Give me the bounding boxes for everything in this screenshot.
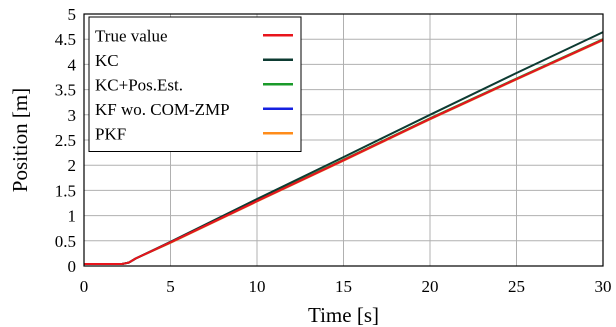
x-tick-label: 25	[508, 277, 525, 296]
series-line-true-value	[84, 38, 604, 265]
x-tick-label: 15	[335, 277, 352, 296]
y-tick-label: 2	[68, 156, 77, 175]
y-tick-label: 5	[68, 5, 77, 24]
y-tick-label: 4.5	[55, 30, 76, 49]
y-tick-label: 3.5	[55, 81, 76, 100]
legend-label: PKF	[95, 124, 126, 143]
y-tick-label: 4	[68, 55, 77, 74]
legend-label: KC	[95, 51, 119, 70]
x-tick-label: 10	[249, 277, 266, 296]
legend-label: KF wo. COM-ZMP	[95, 100, 230, 119]
x-axis-label: Time [s]	[308, 303, 379, 327]
y-tick-label: 3	[68, 106, 77, 125]
y-tick-label: 0.5	[55, 232, 76, 251]
series-lines	[84, 31, 604, 265]
legend: True value KC KC+Pos.Est. KF wo. COM-ZMP PKF	[88, 16, 302, 152]
tick-labels: 0 5 10 15 20 25 30 0 0.5 1 1.5 2 2.5 3 3.5 4 4.5 5	[55, 5, 612, 296]
legend-label: True value	[95, 26, 168, 45]
y-tick-label: 1.5	[55, 181, 76, 200]
x-tick-label: 20	[422, 277, 439, 296]
legend-label: KC+Pos.Est.	[95, 75, 183, 94]
y-tick-label: 2.5	[55, 131, 76, 150]
x-tick-label: 0	[80, 277, 89, 296]
y-tick-label: 0	[68, 257, 77, 276]
y-tick-label: 1	[68, 207, 77, 226]
y-axis-label: Position [m]	[8, 88, 32, 192]
x-tick-label: 5	[166, 277, 175, 296]
plot-frame	[83, 13, 604, 267]
x-tick-label: 30	[595, 277, 612, 296]
